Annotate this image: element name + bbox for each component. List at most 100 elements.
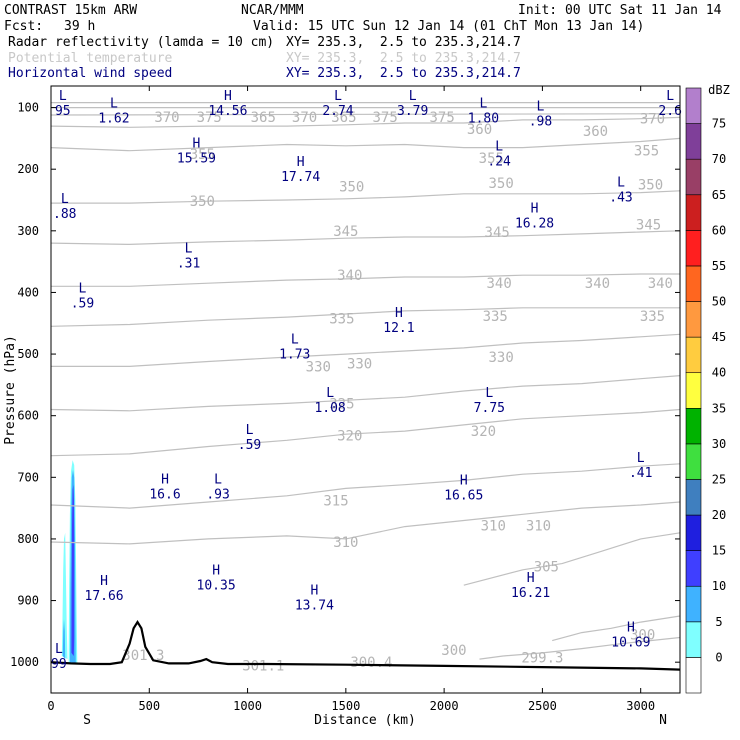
wind-extremum-value: 10.69	[611, 635, 650, 650]
colorbar-level-label: 30	[712, 437, 726, 451]
colorbar-level-label: 70	[712, 152, 726, 166]
theta-contour-335	[50, 307, 680, 327]
wind-extremum-value: .59	[71, 296, 94, 311]
wind-extremum-value: .98	[529, 115, 552, 130]
colorbar-level-label: 20	[712, 508, 726, 522]
wind-extremum-value: 16.21	[511, 586, 550, 601]
wind-extremum-type: H	[297, 155, 305, 170]
theta-label: 320	[337, 428, 362, 444]
y-tick-label: 500	[17, 347, 39, 361]
wind-extremum-value: 2.6	[658, 104, 681, 119]
theta-label: 345	[636, 218, 661, 234]
reflectivity-area	[61, 532, 68, 660]
wind-extremum-type: L	[537, 100, 545, 115]
theta-label: 300	[441, 643, 466, 659]
colorbar: 0 5 10 15 20 25 30 35 40 45 50 55 60 65 70 75 dBZ	[685, 83, 730, 694]
theta-label: 340	[585, 276, 610, 292]
theta-contour-345	[50, 230, 681, 246]
theta-label: 370	[154, 110, 179, 126]
wind-extremum-type: L	[291, 333, 299, 348]
colorbar-level-label: 35	[712, 401, 726, 415]
wind-extremum-value: 12.1	[383, 321, 414, 336]
field-wind-name: Horizontal wind speed	[8, 66, 173, 81]
colorbar-level-label: 0	[715, 650, 722, 664]
theta-label: 375	[197, 110, 222, 126]
colorbar-box	[685, 443, 702, 480]
colorbar-level-label: 65	[712, 188, 726, 202]
wind-extremum-type: L	[59, 89, 67, 104]
theta-contour-310	[50, 501, 681, 545]
theta-contour-350	[51, 190, 681, 204]
terrain-line	[50, 620, 681, 671]
wind-extremum-type: L	[214, 472, 222, 487]
colorbar-box	[685, 87, 702, 124]
wind-extremum-type: H	[531, 201, 539, 216]
wind-extremum-value: 1.73	[279, 348, 310, 363]
colorbar-box	[685, 550, 702, 587]
theta-label: 370	[292, 110, 317, 126]
theta-label: 375	[373, 110, 398, 126]
theta-contour-325	[50, 375, 681, 412]
y-tick-label: 1000	[10, 655, 39, 669]
wind-extremum-type: L	[55, 642, 63, 657]
wind-extremum-type: L	[61, 192, 69, 207]
x-axis-label: Distance (km)	[314, 713, 416, 728]
wind-extremum-value: 16.28	[515, 216, 554, 231]
theta-contour-305	[463, 532, 681, 586]
wind-extremum-value: 1.80	[468, 112, 499, 127]
reflectivity-area	[71, 484, 75, 656]
wind-extremum-type: L	[185, 241, 193, 256]
forecast-label: Fcst:	[4, 19, 44, 34]
colorbar-box	[685, 585, 702, 623]
terrain-profile	[50, 620, 681, 671]
x-tick-label: 500	[138, 699, 160, 713]
wind-extremum-value: 95	[55, 104, 71, 119]
colorbar-box	[685, 301, 702, 338]
theta-label: 310	[481, 518, 506, 534]
colorbar-level-label: 40	[712, 366, 726, 380]
colorbar-box	[685, 657, 702, 694]
wind-extremum-value: .31	[177, 256, 200, 271]
theta-label: 350	[488, 176, 513, 192]
wind-extremum-value: 15.59	[177, 152, 216, 167]
wind-extremum-value: 14.56	[208, 104, 247, 119]
theta-label: 355	[634, 144, 659, 160]
colorbar-box	[685, 621, 702, 658]
theta-label: 340	[337, 268, 362, 284]
field-reflectivity-name: Radar reflectivity (lamda = 10 cm)	[8, 35, 275, 50]
theta-contours: 370 375 365 370 365 375 375 370 360 360 355 355 355 3…	[50, 102, 681, 674]
colorbar-box	[685, 514, 702, 551]
theta-label: 350	[339, 179, 364, 195]
wind-extremum-type: L	[110, 97, 118, 112]
wind-extremum-value: 10.35	[197, 579, 236, 594]
theta-label: 330	[347, 356, 372, 372]
theta-contour-355	[50, 137, 681, 152]
wind-extremum-type: H	[310, 583, 318, 598]
wind-extremum-type: H	[224, 89, 232, 104]
y-tick-label: 900	[17, 594, 39, 608]
x-tick-label: 1000	[233, 699, 262, 713]
wind-extremum-type: L	[666, 89, 674, 104]
reflectivity-area	[62, 619, 66, 660]
theta-label: 365	[331, 110, 356, 126]
colorbar-box	[685, 265, 702, 302]
wind-extremum-value: .59	[238, 438, 261, 453]
wind-extremum-type: H	[161, 472, 169, 487]
wind-extremum-type: L	[326, 386, 334, 401]
theta-contour-340	[51, 273, 680, 287]
wind-extremum-type: L	[495, 140, 503, 155]
theta-label: 330	[488, 350, 513, 366]
y-tick-label: 100	[17, 101, 39, 115]
north-label: N	[659, 713, 667, 728]
y-tick-label: 200	[17, 162, 39, 176]
y-tick-label: 600	[17, 409, 39, 423]
x-tick-label: 1500	[331, 699, 360, 713]
theta-contour-320	[50, 408, 681, 457]
forecast-hour: 39 h	[64, 19, 96, 34]
colorbar-box	[685, 407, 702, 445]
wind-extremum-type: H	[100, 574, 108, 589]
field-wind-xy: XY= 235.3, 2.5 to 235.3,214.7	[286, 66, 521, 81]
theta-label: 370	[640, 112, 665, 128]
theta-label: 335	[329, 311, 354, 327]
